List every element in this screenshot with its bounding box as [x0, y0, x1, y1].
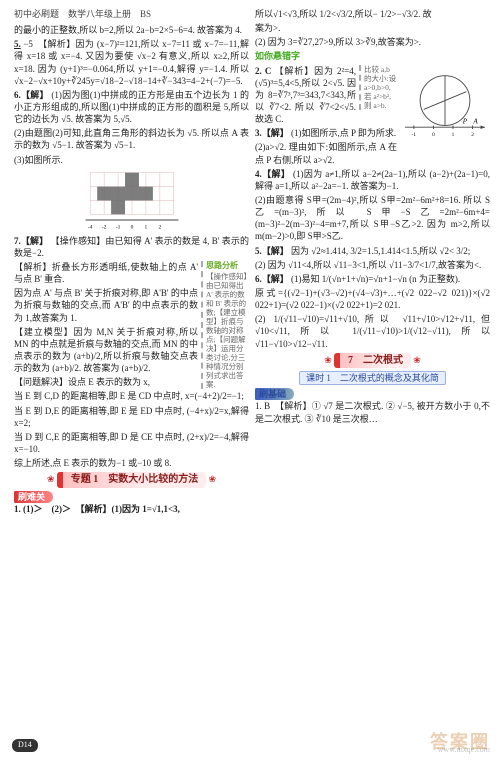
- item-6b: (2)由题图(2)可知,此直角三角形的斜边长为 √5. 所以点 A 表示的数为 …: [14, 127, 249, 151]
- para: 1. (1)＞ (2)＞ 【解析】(1)因为 1=√1,1<3,: [14, 503, 249, 515]
- para: 当 D 到 C,E 的距离相等,即 D 是 CE 中点时, (2+x)/2=−4…: [14, 431, 249, 455]
- flower-icon: ❀: [413, 355, 421, 365]
- right-column: 所以√1<√3,所以 1/2<√3/2,所以− 1/2>−√3/2. 故 案为>…: [255, 8, 490, 517]
- para: (2)a>√2. 理由如下:如图所示,点 A 在点 P 右侧,所以 a>√2.: [255, 141, 490, 165]
- item-label: 5.【解】: [255, 246, 289, 256]
- side-note: 思路分析 【操作感知】由已知得出 A' 表示的数和 B' 表示的数;【建立模型】…: [201, 261, 249, 389]
- item-label: 5.: [14, 39, 21, 49]
- item-6: 6.【解】 (1)因为图(1)中拼成的正方形是由五个边长为 1 的小正方形组成的…: [14, 89, 249, 125]
- item-6r: 6.【解】 (1)易知 1/(√n+1+√n)=√n+1−√n (n 为正整数)…: [255, 273, 490, 285]
- side-note-2: 比较 a,b 的大小:设 a>0,b>0,若 a²>b²,则 a>b.: [359, 65, 397, 110]
- para: 案为>.: [255, 22, 490, 34]
- item-label: 6.【解】: [14, 90, 49, 100]
- svg-text:P: P: [462, 117, 468, 125]
- section-title: 7 二次根式: [334, 353, 411, 369]
- para: 1. B 【解析】① √7 是二次根式. ② √−5, 被开方数小于 0,不是二…: [255, 400, 490, 424]
- flower-icon: ❀: [209, 474, 217, 484]
- item-6c: (3)如图所示.: [14, 154, 249, 166]
- para: 所以√1<√3,所以 1/2<√3/2,所以− 1/2>−√3/2. 故: [255, 8, 490, 20]
- item-5r: 5.【解】 因为 √2≈1.414, 3/2=1.5,1.414<1.5,所以 …: [255, 245, 490, 257]
- item-5: 5. −5 【解析】因为 (x−7)²=121,所以 x−7=11 或 x−7=…: [14, 38, 249, 87]
- left-column: 初中必刷题 数学八年级上册 BS 的最小的正整数,所以 b=2,所以 2a−b=…: [14, 8, 249, 517]
- side-note-text: 【操作感知】由已知得出 A' 表示的数和 B' 表示的数;【建立模型】折痕与数轴…: [206, 272, 247, 389]
- svg-text:2: 2: [158, 224, 161, 230]
- section-1-banner: ❀ 专题 1 实数大小比较的方法 ❀: [14, 472, 249, 488]
- svg-text:-4: -4: [87, 224, 92, 230]
- subsection-banner: 课时 1 二次根式的概念及其化简: [255, 371, 490, 385]
- section-2-banner: ❀ 7 二次根式 ❀: [255, 353, 490, 369]
- svg-text:A: A: [472, 117, 478, 125]
- para: 的最小的正整数,所以 b=2,所以 2a−b=2×5−6=4. 故答案为 4.: [14, 24, 249, 36]
- page-number: D14: [12, 739, 38, 752]
- nanguan-label: 刷难关: [14, 491, 53, 503]
- flower-icon: ❀: [47, 474, 55, 484]
- flower-icon: ❀: [324, 355, 332, 365]
- para: (2) 因为 √11<4,所以 √11−3<1,所以 √11−3/7<1/7,故…: [255, 259, 490, 271]
- item-label: 4.【解】: [255, 169, 290, 179]
- para: 原式={(√2−1)+(√3−√2)+(√4−√3)+…+(√2 022−√2 …: [255, 287, 490, 311]
- svg-text:-1: -1: [412, 132, 417, 138]
- item-7: 7.【解】 【操作感知】由已知得 A' 表示的数是 4, B' 表示的数是−2.: [14, 235, 249, 259]
- svg-text:-1: -1: [115, 224, 120, 230]
- item-label: 7.【解】: [14, 236, 48, 246]
- side-note-head: 思路分析: [206, 261, 249, 271]
- item-text: 【解析】因为 2²=4, (√5)³=5,4<5,所以 2<√5. 因为 8=∛…: [255, 66, 356, 125]
- para: (2) 因为 3=∛27,27>9,所以 3>∛9,故答案为>.: [255, 36, 490, 48]
- para: 综上所述,点 E 表示的数为−1 或−10 或 8.: [14, 457, 249, 469]
- item-4: 4.【解】 (1)因为 a≠1,所以 a−2≠(2a−1),所以 (a−2)+(…: [255, 168, 490, 192]
- para: (2)由题意得 S甲=(2m−4)²,所以 S甲=2m²−6m²+8=16. 所…: [255, 194, 490, 243]
- item-text: 【操作感知】由已知得 A' 表示的数是 4, B' 表示的数是−2.: [14, 236, 249, 258]
- section-title: 专题 1 实数大小比较的方法: [57, 472, 207, 488]
- svg-text:1: 1: [452, 132, 455, 138]
- grid-figure: -4 -2 -1 0 1 2: [77, 168, 187, 233]
- subsection-title: 课时 1 二次根式的概念及其化简: [299, 371, 446, 385]
- item-text: (1)易知 1/(√n+1+√n)=√n+1−√n (n 为正整数).: [291, 274, 460, 284]
- item-label: 1. (1)＞ (2)＞ 【解析】(1)因为 1=√1,1<3,: [14, 504, 180, 514]
- number-line-figure: -1 0 1 2 PA: [400, 65, 490, 145]
- item-text: (1)因为图(1)中拼成的正方形是由五个边长为 1 的小正方形组成的,所以图(1…: [14, 90, 249, 124]
- green-note: 如你悬错字: [255, 50, 490, 62]
- item-label: 6.【解】: [255, 274, 289, 284]
- item-text: (1)因为 a≠1,所以 a−2≠(2a−1),所以 (a−2)+(2a−1)=…: [255, 169, 490, 191]
- jichu-label: 刷基础: [255, 388, 294, 400]
- item-text: −5 【解析】因为 (x−7)²=121,所以 x−7=11 或 x−7=−11…: [14, 39, 249, 85]
- subheader: 刷基础: [255, 388, 490, 400]
- para: 当 E 到 D,E 的距离相等,即 E 是 ED 中点时, (−4+x)/2=x…: [14, 405, 249, 429]
- side-note-text: 比较 a,b 的大小:设 a>0,b>0,若 a²>b²,则 a>b.: [364, 65, 396, 110]
- item-label: 3.【解】: [255, 128, 289, 138]
- svg-text:0: 0: [432, 132, 435, 138]
- item-text: (1)如图所示,点 P 即为所求.: [291, 128, 396, 138]
- svg-text:0: 0: [130, 224, 133, 230]
- item-label: 2. C: [255, 66, 271, 76]
- item-text: 因为 √2≈1.414, 3/2=1.5,1.414<1.5,所以 √2< 3/…: [291, 246, 470, 256]
- subheader: 刷难关: [14, 491, 249, 503]
- para: (2) 1/(√11−√10)=√11+√10,所以 √11+√10>√12+√…: [255, 313, 490, 349]
- url-text: www.mxqe.com: [438, 745, 490, 756]
- page-header: 初中必刷题 数学八年级上册 BS: [14, 8, 249, 20]
- svg-text:2: 2: [471, 132, 474, 138]
- svg-text:-2: -2: [101, 224, 106, 230]
- svg-text:1: 1: [144, 224, 147, 230]
- para: 当 E 到 C,D 的距离相等,即 E 是 CD 中点时, x=(−4+2)/2…: [14, 390, 249, 402]
